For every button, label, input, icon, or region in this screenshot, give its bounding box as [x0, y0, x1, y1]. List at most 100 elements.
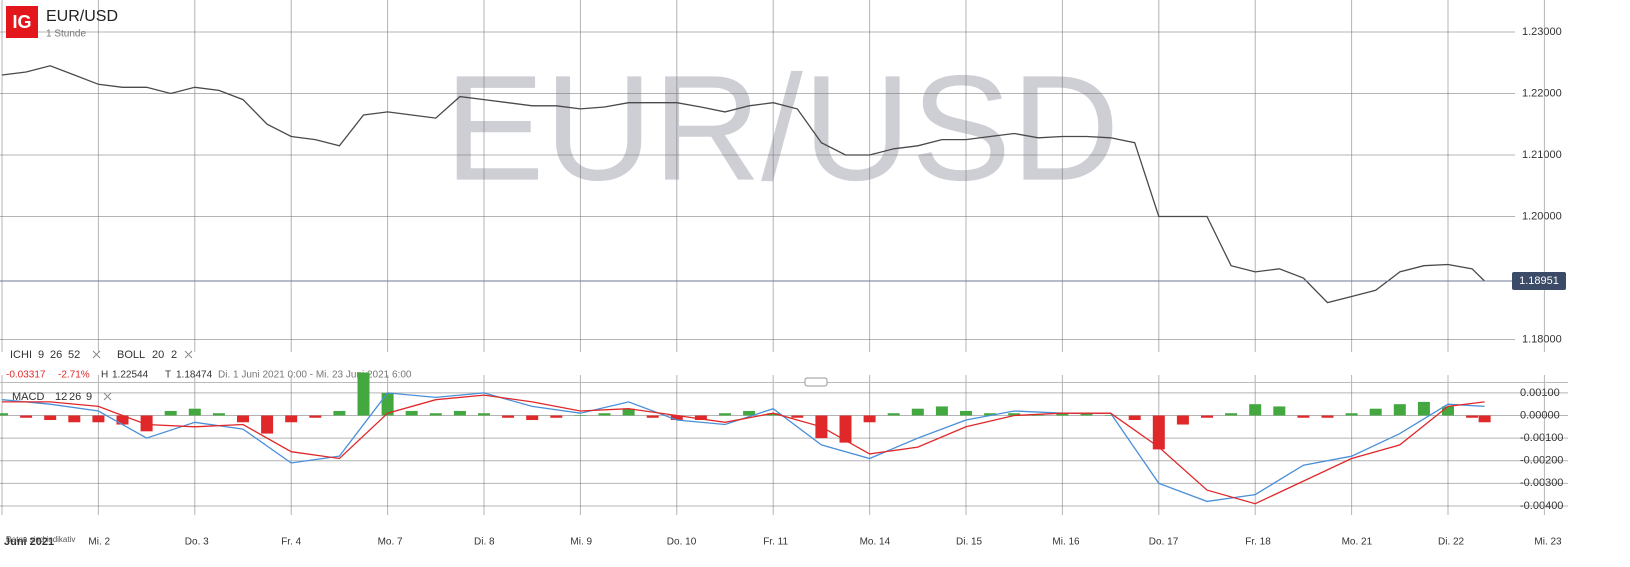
histogram-bar [1152, 415, 1165, 450]
histogram-bar [381, 392, 394, 416]
boll-param: 20 [152, 349, 164, 361]
resize-handle[interactable] [804, 377, 828, 387]
histogram-bar [791, 415, 804, 418]
x-tick-label: Do. 3 [185, 537, 209, 548]
x-tick-label: Mo. 7 [378, 537, 403, 548]
date-range: Di. 1 Juni 2021 0:00 - Mi. 23 Juni 2021 … [218, 370, 412, 381]
y-tick-label: 1.20000 [1522, 210, 1562, 222]
histogram-bar [1176, 415, 1189, 425]
histogram-bar [1080, 413, 1093, 416]
histogram-bar [839, 415, 852, 443]
histogram-bar [1478, 415, 1491, 423]
histogram-bar [1393, 404, 1406, 416]
histogram-bar [719, 413, 731, 416]
histogram-bar [911, 408, 924, 416]
histogram-bar [1008, 413, 1021, 416]
histogram-bar [1321, 415, 1334, 418]
y-tick-label: -0.00400 [1520, 500, 1563, 512]
watermark: EUR/USD [444, 44, 1119, 212]
histogram-bar [767, 413, 780, 416]
histogram-bar [1225, 413, 1238, 416]
histogram-bar [478, 413, 490, 416]
y-tick-label: -0.00300 [1520, 477, 1563, 489]
y-tick-label: 1.22000 [1522, 87, 1562, 99]
logo [6, 6, 38, 38]
histogram-bar [1128, 415, 1141, 421]
x-tick-label: Do. 17 [1149, 537, 1179, 548]
histogram-bar [984, 413, 997, 416]
histogram-bar [670, 415, 683, 421]
ichi-param: 26 [50, 349, 62, 361]
histogram-bar [68, 415, 81, 423]
x-tick-label: Do. 10 [667, 537, 697, 548]
x-tick-label: Mo. 21 [1342, 537, 1373, 548]
histogram-bar [1273, 406, 1286, 416]
histogram-bar [92, 415, 105, 423]
histogram-bar [188, 408, 201, 416]
histogram-bar [261, 415, 274, 434]
histogram-bar [453, 410, 466, 416]
histogram-bar [1032, 415, 1045, 416]
histogram-bar [1345, 413, 1358, 416]
current-price-label: 1.18951 [1519, 275, 1559, 287]
close-icon[interactable] [92, 350, 101, 359]
histogram-bar [44, 415, 57, 421]
histogram-bar [598, 413, 611, 416]
close-icon[interactable] [184, 350, 193, 359]
y-tick-label: 1.23000 [1522, 26, 1562, 38]
series-line [1, 392, 1485, 503]
close-icon[interactable] [103, 392, 112, 401]
macd-param: 9 [86, 391, 92, 403]
x-tick-label: Di. 22 [1438, 537, 1465, 548]
histogram-bar [164, 410, 177, 416]
x-tick-label: Mi. 16 [1052, 537, 1080, 548]
change: -0.03317 [6, 370, 46, 381]
histogram-bar [550, 415, 563, 418]
high: 1.22544 [112, 370, 149, 381]
histogram-bar [1297, 415, 1310, 418]
x-tick-label: Fr. 18 [1245, 537, 1271, 548]
current-price-tag [1512, 272, 1566, 291]
histogram-bar [887, 413, 900, 416]
y-tick-label: -0.00100 [1520, 432, 1563, 444]
change-pct: -2.71% [58, 370, 90, 381]
y-tick-label: -0.00200 [1520, 455, 1563, 467]
boll-name: BOLL [117, 349, 145, 361]
x-tick-label: Mi. 2 [88, 537, 110, 548]
low-label: T [165, 370, 171, 381]
high-label: H [101, 370, 108, 381]
y-tick-label: 0.00000 [1520, 409, 1560, 421]
histogram-bar [960, 410, 972, 416]
boll-param: 2 [171, 349, 177, 361]
histogram-bar [935, 406, 948, 416]
histogram-bar [20, 415, 33, 418]
histogram-bar [574, 415, 587, 416]
histogram-bar [1056, 413, 1069, 416]
panel-divider [0, 382, 1568, 383]
histogram-bar [1249, 404, 1262, 416]
histogram-bar [357, 372, 370, 416]
histogram-bar [140, 415, 153, 432]
histogram-bar [405, 410, 418, 416]
histogram-bar [1201, 415, 1213, 418]
x-tick-label: Mi. 23 [1534, 537, 1562, 548]
macd-param: 26 [69, 391, 81, 403]
histogram-bar [309, 415, 322, 418]
histogram-bar [1442, 406, 1454, 416]
histogram-bar [333, 410, 346, 416]
histogram-bar [1466, 415, 1479, 418]
histogram-bar [212, 413, 225, 416]
x-tick-label: Mo. 14 [860, 537, 891, 548]
histogram-bar [285, 415, 298, 423]
macd-param: 12 [55, 391, 67, 403]
series-line [1, 65, 1486, 304]
y-tick-label: 1.21000 [1522, 149, 1562, 161]
histogram-bar [116, 415, 129, 425]
histogram-bar [863, 415, 876, 423]
histogram-bar [622, 408, 635, 416]
histogram-bar [1369, 408, 1382, 416]
histogram-bar [743, 410, 756, 416]
histogram-bar [1417, 401, 1430, 416]
marks-layer: 1.18951 [0, 65, 1566, 505]
histogram-bar [502, 415, 515, 418]
